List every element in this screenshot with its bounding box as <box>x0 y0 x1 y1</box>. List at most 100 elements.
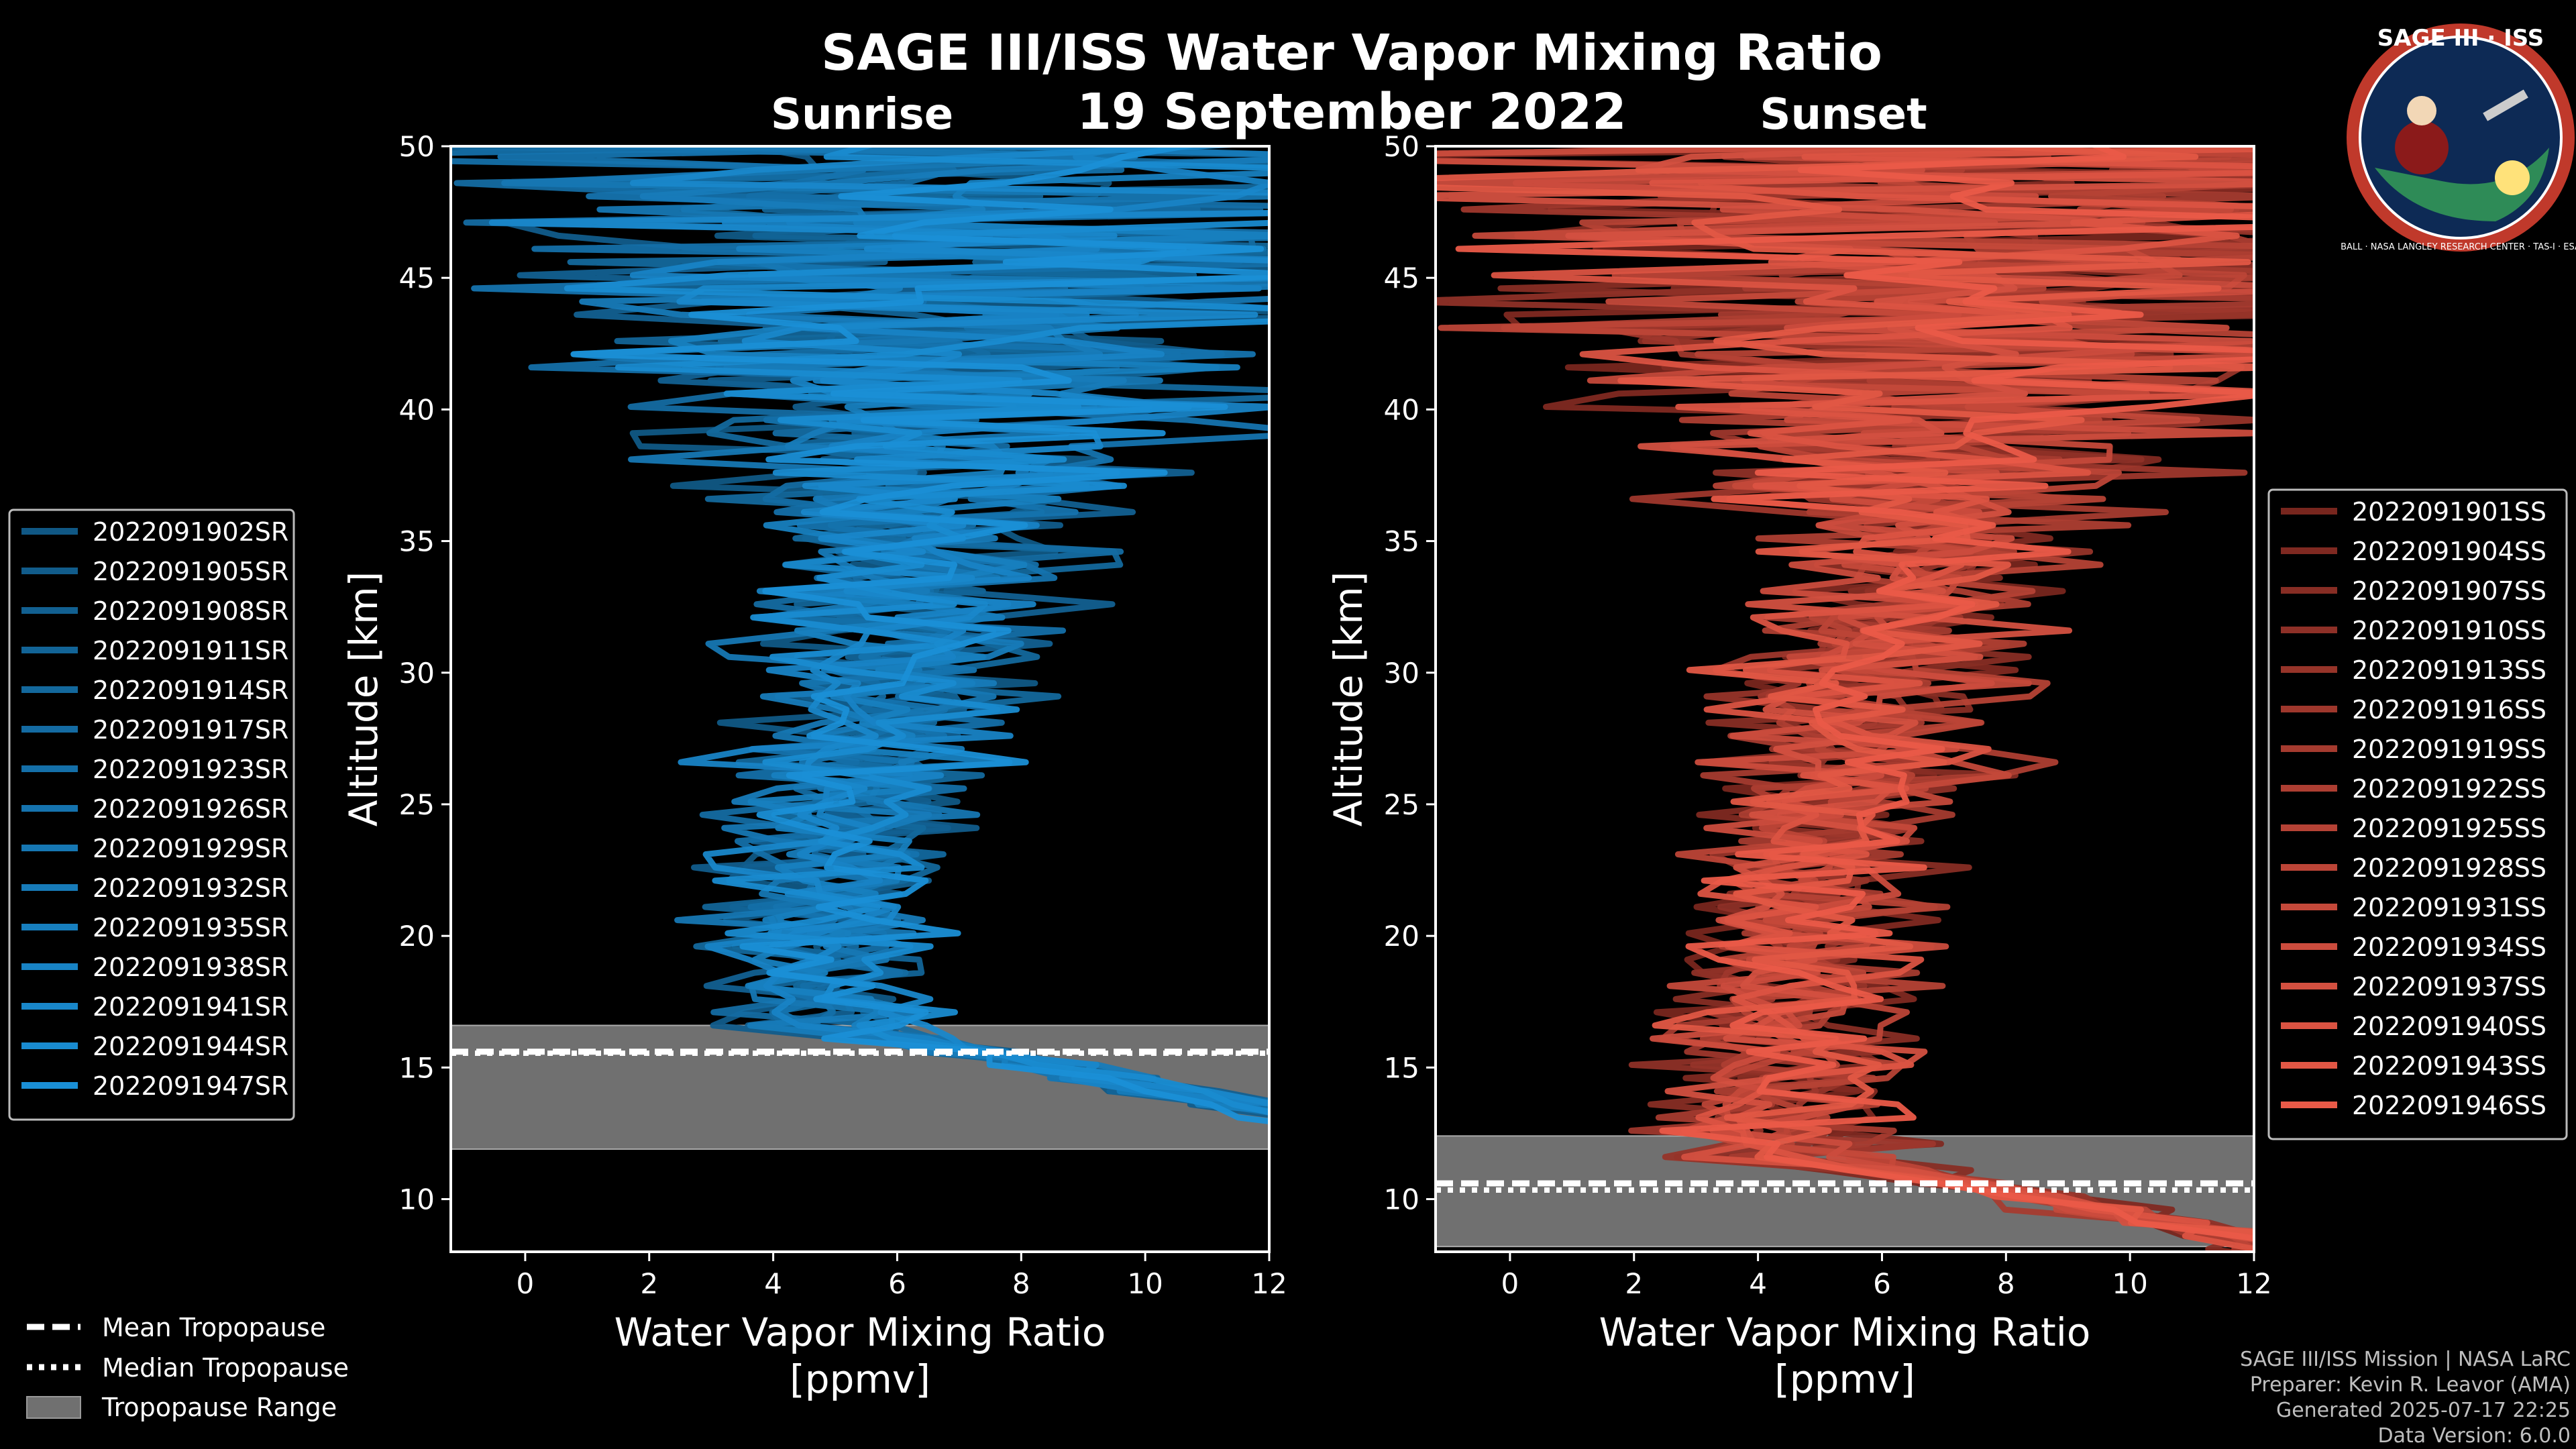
sunset-xtick-label: 10 <box>2112 1267 2147 1300</box>
credit-mission: SAGE III/ISS Mission | NASA LaRC <box>2240 1348 2571 1371</box>
sunset-ytick-label: 30 <box>1384 657 1419 690</box>
sunrise-legend-label-2022091941SR: 2022091941SR <box>93 992 288 1022</box>
sunset-panel: 0 2 4 6 8 10 12 10 15 20 25 30 35 40 45 50 Water Vapor M… <box>1326 130 2272 1402</box>
sunset-ytick-label: 10 <box>1384 1183 1419 1216</box>
sunset-legend-label-2022091925SS: 2022091925SS <box>2352 814 2546 843</box>
sunrise-legend-label-2022091908SR: 2022091908SR <box>93 596 288 626</box>
credits: SAGE III/ISS Mission | NASA LaRC Prepare… <box>2240 1348 2571 1448</box>
sunrise-xlabel-units: [ppmv] <box>790 1356 930 1402</box>
sunrise-legend-label-2022091911SR: 2022091911SR <box>93 636 288 665</box>
sunset-xtick-label: 2 <box>1625 1267 1643 1300</box>
sunrise-xtick-label: 2 <box>640 1267 658 1300</box>
mean-tropopause-label: Mean Tropopause <box>102 1313 325 1342</box>
sunset-legend-label-2022091934SS: 2022091934SS <box>2352 932 2546 962</box>
sunrise-ytick-label: 50 <box>399 130 435 163</box>
sunset-plot-frame <box>1434 145 2255 1253</box>
sunset-xlabel: Water Vapor Mixing Ratio <box>1599 1309 2091 1355</box>
sunset-legend-label-2022091946SS: 2022091946SS <box>2352 1091 2546 1120</box>
sunrise-xtick-label: 8 <box>1012 1267 1030 1300</box>
sunrise-xtick-label: 12 <box>1251 1267 1287 1300</box>
sunset-legend-label-2022091922SS: 2022091922SS <box>2352 774 2546 804</box>
tropopause-legend: Mean Tropopause Median Tropopause Tropop… <box>26 1313 349 1422</box>
sunrise-legend-label-2022091926SR: 2022091926SR <box>93 794 288 824</box>
sunset-ytick-label: 35 <box>1384 525 1419 558</box>
logo-title: SAGE III · ISS <box>2377 25 2544 52</box>
sage-head-icon <box>2407 96 2436 125</box>
sunrise-legend-label-2022091902SR: 2022091902SR <box>93 517 288 547</box>
sunrise-panel: 0 2 4 6 8 10 12 10 15 20 25 30 35 40 45 50 Water Vapor M… <box>341 130 1287 1402</box>
sunrise-legend-label-2022091923SR: 2022091923SR <box>93 755 288 784</box>
sunset-xlabel-units: [ppmv] <box>1774 1356 1915 1402</box>
sunrise-xtick-label: 10 <box>1127 1267 1163 1300</box>
sunset-legend-label-2022091937SS: 2022091937SS <box>2352 972 2546 1002</box>
sunset-ytick-label: 45 <box>1384 262 1419 294</box>
sunset-plot-area <box>1436 146 2254 1252</box>
sunset-legend-label-2022091931SS: 2022091931SS <box>2352 893 2546 922</box>
sunrise-ytick-label: 20 <box>399 920 435 953</box>
sun-icon <box>2495 160 2530 195</box>
sunrise-plot-area <box>451 146 1269 1150</box>
sunrise-xtick-label: 4 <box>764 1267 782 1300</box>
sunrise-legend-label-2022091932SR: 2022091932SR <box>93 873 288 903</box>
sunset-profile-2022091946SS <box>1455 146 2254 1242</box>
sunset-xtick-label: 0 <box>1501 1267 1519 1300</box>
sunrise-legend-label-2022091914SR: 2022091914SR <box>93 676 288 705</box>
sunrise-plot-frame <box>449 145 1271 1253</box>
sunrise-ytick-label: 15 <box>399 1051 435 1084</box>
sunrise-ytick-label: 45 <box>399 262 435 294</box>
tropopause-range-swatch <box>26 1396 81 1419</box>
sunrise-legend-label-2022091935SR: 2022091935SR <box>93 913 288 943</box>
sunset-legend-label-2022091904SS: 2022091904SS <box>2352 537 2546 566</box>
sunrise-ytick-label: 25 <box>399 788 435 821</box>
sunset-ytick-label: 40 <box>1384 393 1419 426</box>
iss-icon <box>2483 89 2528 121</box>
figure-title: SAGE III/ISS Water Vapor Mixing Ratio <box>821 24 1882 82</box>
credit-version: Data Version: 6.0.0 <box>2378 1424 2571 1448</box>
tropopause-range-label: Tropopause Range <box>101 1393 337 1422</box>
logo-ring-text: BALL · NASA LANGLEY RESEARCH CENTER · TA… <box>2341 242 2576 252</box>
sunset-ytick-label: 25 <box>1384 788 1419 821</box>
sunset-ytick-label: 20 <box>1384 920 1419 953</box>
median-tropopause-label: Median Tropopause <box>102 1353 349 1383</box>
sunrise-ytick-label: 30 <box>399 657 435 690</box>
sunset-xtick-label: 4 <box>1749 1267 1767 1300</box>
sunrise-profile-2022091908SR <box>480 146 1269 1104</box>
sunrise-legend-label-2022091905SR: 2022091905SR <box>93 557 288 586</box>
sunrise-profile-2022091944SR <box>564 146 1269 1116</box>
sunrise-legend-label-2022091944SR: 2022091944SR <box>93 1032 288 1061</box>
sunrise-panel-title: Sunrise <box>771 90 953 140</box>
sunrise-xtick-label: 6 <box>888 1267 906 1300</box>
sunset-ylabel: Altitude [km] <box>1326 572 1371 826</box>
earth-icon <box>2375 148 2549 221</box>
sunrise-xlabel: Water Vapor Mixing Ratio <box>614 1309 1106 1355</box>
sunset-profile-2022091943SS <box>1436 146 2254 1236</box>
sunset-legend-label-2022091901SS: 2022091901SS <box>2352 497 2546 527</box>
sunrise-legend-label-2022091929SR: 2022091929SR <box>93 834 288 863</box>
sunset-legend: 2022091901SS 2022091904SS 2022091907SS 2022… <box>2267 488 2568 1140</box>
sunset-legend-label-2022091943SS: 2022091943SS <box>2352 1051 2546 1081</box>
sunset-ytick-label: 50 <box>1384 130 1419 163</box>
sunset-legend-label-2022091928SS: 2022091928SS <box>2352 853 2546 883</box>
sunset-panel-title: Sunset <box>1760 90 1927 140</box>
sunset-legend-label-2022091907SS: 2022091907SS <box>2352 576 2546 606</box>
sunrise-legend-label-2022091938SR: 2022091938SR <box>93 953 288 982</box>
sunrise-ytick-label: 35 <box>399 525 435 558</box>
sunrise-legend-frame <box>8 508 295 1121</box>
sunset-legend-label-2022091913SS: 2022091913SS <box>2352 655 2546 685</box>
sunset-xtick-label: 12 <box>2236 1267 2271 1300</box>
sunset-xtick-label: 8 <box>1997 1267 2015 1300</box>
sunrise-profile-2022091947SR <box>570 146 1269 1124</box>
sunset-legend-label-2022091940SS: 2022091940SS <box>2352 1012 2546 1041</box>
sage-figure-icon <box>2395 121 2449 174</box>
sunset-ytick-label: 15 <box>1384 1051 1419 1084</box>
sunset-legend-label-2022091916SS: 2022091916SS <box>2352 695 2546 724</box>
sunset-legend-label-2022091910SS: 2022091910SS <box>2352 616 2546 645</box>
sunrise-xtick-label: 0 <box>517 1267 535 1300</box>
sunset-xtick-label: 6 <box>1873 1267 1891 1300</box>
sunrise-legend: 2022091902SR 2022091905SR 2022091908SR 2022… <box>8 508 295 1121</box>
sunset-legend-frame <box>2267 488 2568 1140</box>
sunset-legend-label-2022091919SS: 2022091919SS <box>2352 735 2546 764</box>
sunrise-ytick-label: 40 <box>399 393 435 426</box>
sunrise-legend-label-2022091917SR: 2022091917SR <box>93 715 288 745</box>
